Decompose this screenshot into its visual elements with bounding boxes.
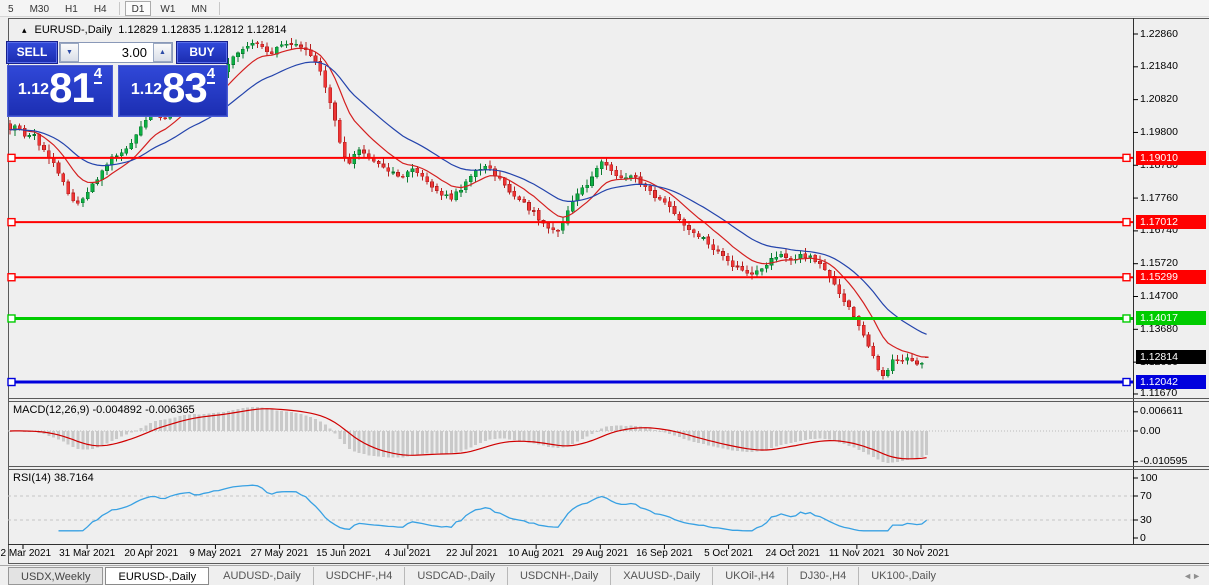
- line-price-chip: 1.17012: [1136, 215, 1206, 230]
- volume-control: ▼ 3.00 ▲: [59, 42, 173, 63]
- toolbar-separator: [118, 1, 120, 15]
- date-label: 5 Oct 2021: [704, 548, 754, 559]
- price-tick-label: 1.19800: [1140, 125, 1178, 138]
- quote-ohlc-label: 1.12829 1.12835 1.12812 1.12814: [118, 24, 287, 37]
- date-label: 20 Apr 2021: [124, 548, 179, 559]
- tab-usdchf-h4[interactable]: USDCHF-,H4: [312, 566, 405, 585]
- ma-slow-line: [9, 61, 927, 335]
- tab-uk100-daily[interactable]: UK100-,Daily: [858, 566, 948, 585]
- tab-ukoil-h4[interactable]: UKOil-,H4: [712, 566, 787, 585]
- timeframe-button-m30[interactable]: M30: [29, 3, 50, 15]
- timeframe-button-mn[interactable]: MN: [191, 3, 207, 15]
- tab-xauusd-daily[interactable]: XAUUSD-,Daily: [610, 566, 712, 585]
- line-handle[interactable]: [7, 153, 16, 163]
- line-handle[interactable]: [1122, 314, 1131, 323]
- ma-fast-line: [9, 47, 927, 358]
- date-label: 24 Oct 2021: [765, 548, 820, 559]
- collapse-triangle-icon[interactable]: ▴: [22, 24, 27, 35]
- chart-title-row: ▴ EURUSD-,Daily 1.12829 1.12835 1.12812 1…: [22, 24, 287, 36]
- current-price-chip: 1.12814: [1136, 350, 1206, 365]
- date-label: 4 Jul 2021: [384, 548, 431, 559]
- line-handle[interactable]: [7, 273, 16, 282]
- date-label: 31 Mar 2021: [59, 548, 116, 559]
- date-label: 11 Nov 2021: [828, 548, 885, 559]
- timeframe-button-w1[interactable]: W1: [160, 3, 176, 15]
- date-label: 15 Jun 2021: [316, 548, 372, 559]
- buy-button[interactable]: BUY: [177, 42, 227, 63]
- tab-usdcnh-daily[interactable]: USDCNH-,Daily: [506, 566, 610, 585]
- timeframe-button-h1[interactable]: H1: [65, 3, 78, 15]
- line-price-chip: 1.19010: [1136, 150, 1206, 165]
- date-label: 29 Aug 2021: [572, 548, 629, 559]
- date-label: 30 Nov 2021: [892, 548, 950, 559]
- rsi-panel-area[interactable]: [8, 470, 1133, 543]
- volume-increase-button[interactable]: ▲: [153, 43, 172, 62]
- tab-scroll-left-icon[interactable]: ◄: [1183, 570, 1193, 581]
- line-price-chip: 1.14017: [1136, 311, 1206, 326]
- tab-usdcad-daily[interactable]: USDCAD-,Daily: [404, 566, 507, 585]
- rsi-tick-label: 30: [1140, 513, 1152, 526]
- rsi-tick-label: 0: [1140, 531, 1146, 544]
- line-handle[interactable]: [7, 217, 16, 227]
- price-tick-label: 1.17760: [1140, 191, 1178, 204]
- macd-tick-label: -0.010595: [1140, 455, 1188, 468]
- line-handle[interactable]: [1122, 217, 1131, 227]
- line-handle[interactable]: [7, 314, 16, 323]
- toolbar-separator: [218, 1, 220, 15]
- symbol-period-label: EURUSD-,Daily: [34, 24, 113, 37]
- rsi-line: [58, 484, 928, 532]
- tab-eurusd-daily[interactable]: EURUSD-,Daily: [105, 566, 210, 585]
- macd-signal-line: [9, 408, 927, 460]
- symbol-tab-bar: USDX,Weekly EURUSD-,Daily AUDUSD-,Daily USD…: [0, 565, 1209, 585]
- tab-audusd-daily[interactable]: AUDUSD-,Daily: [223, 569, 301, 582]
- timeframe-toolbar: 5 M30 H1 H4 D1 W1 MN: [0, 0, 1209, 17]
- price-tick-label: 1.20820: [1140, 93, 1178, 106]
- tab-scroll-right-icon[interactable]: ►: [1192, 570, 1201, 581]
- timeframe-button-d1[interactable]: D1: [124, 0, 152, 16]
- macd-label: MACD(12,26,9) -0.004892 -0.006365: [13, 404, 195, 416]
- buy-price-button[interactable]: 1.12834: [118, 64, 228, 117]
- sell-price: 1.12814: [17, 64, 103, 111]
- volume-input[interactable]: 3.00: [121, 45, 147, 60]
- line-handle[interactable]: [7, 377, 16, 387]
- date-label: 22 Jul 2021: [446, 548, 498, 559]
- price-tick-label: 1.11670: [1140, 387, 1178, 400]
- tab-dj30-h4[interactable]: DJ30-,H4: [786, 566, 858, 585]
- line-handle[interactable]: [1122, 153, 1131, 163]
- sell-button[interactable]: SELL: [7, 42, 57, 63]
- tab-scrollers: ◄►: [1183, 571, 1201, 581]
- price-tick-label: 1.15720: [1140, 257, 1178, 270]
- timeframe-button-5[interactable]: 5: [8, 3, 14, 15]
- date-label: 27 May 2021: [250, 548, 309, 559]
- macd-tick-label: 0.006611: [1140, 405, 1184, 418]
- timeframe-button-h4[interactable]: H4: [93, 3, 107, 15]
- macd-histogram: [9, 406, 929, 463]
- rsi-tick-label: 70: [1140, 489, 1152, 502]
- sell-price-button[interactable]: 1.12814: [7, 64, 113, 117]
- date-label: 10 Aug 2021: [508, 548, 565, 559]
- line-handle[interactable]: [1122, 377, 1131, 387]
- buy-price: 1.12834: [130, 64, 216, 111]
- price-tick-label: 1.14700: [1140, 290, 1178, 302]
- price-tick-label: 1.21840: [1140, 60, 1178, 73]
- date-label: 12 Mar 2021: [0, 548, 52, 559]
- macd-tick-label: 0.00: [1140, 424, 1161, 437]
- line-handle[interactable]: [1122, 273, 1131, 282]
- price-tick-label: 1.13680: [1140, 322, 1178, 335]
- rsi-tick-label: 100: [1140, 471, 1158, 484]
- date-label: 16 Sep 2021: [636, 548, 693, 559]
- volume-decrease-button[interactable]: ▼: [60, 43, 79, 62]
- date-label: 9 May 2021: [189, 548, 242, 559]
- line-price-chip: 1.12042: [1136, 375, 1206, 389]
- line-price-chip: 1.15299: [1136, 270, 1206, 285]
- one-click-trading-panel: SELL ▼ 3.00 ▲ BUY 1.12814 1.12834: [7, 40, 228, 117]
- rsi-label: RSI(14) 38.7164: [13, 472, 94, 484]
- tab-usdx-weekly[interactable]: USDX,Weekly: [8, 566, 104, 585]
- price-tick-label: 1.22860: [1140, 27, 1178, 40]
